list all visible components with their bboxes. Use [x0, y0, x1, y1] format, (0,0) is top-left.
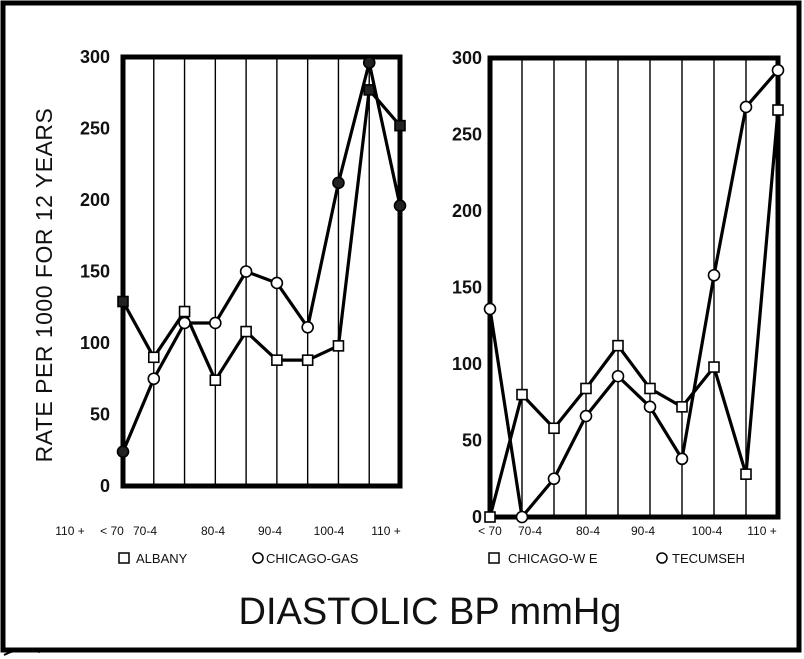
data-point-circle	[147, 372, 161, 386]
data-point-circle	[270, 276, 284, 290]
data-point-square	[178, 305, 191, 318]
data-point-square	[516, 388, 528, 401]
x-tick-label: < 70	[100, 524, 124, 538]
plot-frame	[487, 55, 781, 520]
data-point-circle	[332, 176, 345, 190]
data-point-square	[612, 339, 624, 352]
series-line	[488, 69, 780, 519]
data-point-square	[301, 354, 314, 366]
x-tick-label: 70-4	[518, 524, 542, 538]
data-point-circle	[239, 265, 253, 278]
data-point-circle	[771, 63, 785, 77]
x-tick-label: 100-4	[314, 524, 345, 538]
y-tick-label: 0	[100, 476, 110, 496]
data-point-square	[772, 104, 784, 116]
data-point-square	[548, 422, 560, 435]
y-axis-title: RATE PER 1000 FOR 12 YEARS	[31, 108, 57, 463]
right-legend: CHICAGO-W E TECUMSEH	[488, 551, 745, 566]
legend-label-tecumseh: TECUMSEH	[672, 551, 745, 566]
data-point-square	[676, 401, 688, 413]
legend-label-chicago-we: CHICAGO-W E	[508, 551, 598, 566]
data-point-circle	[209, 316, 222, 330]
data-point-square	[147, 351, 160, 364]
data-point-square	[484, 511, 496, 523]
legend-label-chicago-gas: CHICAGO-GAS	[266, 551, 359, 566]
x-tick-label: 110 +	[371, 524, 400, 538]
x-tick-label: 100-4	[692, 524, 723, 538]
y-tick-label: 250	[452, 125, 482, 145]
right-panel: 0 50 100 150 200 250 300 < 70 70-4 80-4 90-4 100-4 1…	[452, 48, 785, 538]
x-tick-label: 70-4	[133, 524, 157, 538]
y-tick-label: 150	[452, 278, 482, 298]
data-point-circle	[675, 452, 689, 466]
data-point-circle	[178, 316, 191, 330]
left-legend: ALBANY CHICAGO-GAS	[118, 551, 359, 566]
data-point-square	[580, 382, 592, 395]
y-tick-label: 100	[80, 333, 110, 353]
corner-mark	[3, 648, 41, 656]
legend-circle-marker	[656, 552, 668, 564]
data-point-circle	[483, 302, 497, 316]
y-tick-label: 200	[452, 201, 482, 221]
y-tick-label: 250	[80, 119, 110, 139]
data-point-square	[271, 354, 283, 366]
data-point-circle	[116, 445, 130, 458]
legend-label-albany: ALBANY	[136, 551, 188, 566]
data-point-square	[708, 361, 720, 373]
legend-square-marker	[118, 552, 130, 564]
data-point-circle	[611, 369, 625, 383]
y-tick-label: 300	[80, 47, 110, 67]
plot-frame	[120, 54, 403, 489]
y-tick-label: 0	[472, 507, 482, 527]
x-tick-label: 110 +	[747, 524, 776, 538]
y-tick-label: 300	[452, 48, 482, 68]
y-tick-label: 50	[90, 405, 110, 425]
data-point-circle	[515, 510, 529, 524]
x-tick-label: 80-4	[201, 524, 225, 538]
data-point-circle	[579, 409, 593, 423]
x-axis-title: DIASTOLIC BP mmHg	[239, 591, 622, 633]
x-tick-label: 90-4	[631, 524, 655, 538]
y-tick-label: 200	[80, 190, 110, 210]
x-tick-label: 90-4	[258, 524, 282, 538]
legend-circle-marker	[252, 552, 264, 564]
x-tick-label: < 70	[478, 524, 502, 538]
x-tick-label: 110 +	[55, 524, 84, 538]
left-panel: 0 50 100 150 200 250 300 110 + < 70 70-4 80-4 90-4 1…	[55, 47, 407, 538]
data-point-circle	[643, 400, 657, 414]
data-point-circle	[547, 472, 561, 486]
data-point-circle	[393, 199, 407, 213]
y-tick-label: 150	[80, 262, 110, 282]
data-point-circle	[707, 268, 721, 282]
data-point-square	[332, 340, 345, 352]
y-tick-label: 50	[462, 431, 482, 451]
data-point-square	[117, 295, 129, 308]
data-point-circle	[739, 100, 753, 114]
data-point-square	[740, 468, 752, 480]
data-point-circle	[362, 56, 376, 70]
data-point-circle	[301, 320, 314, 334]
data-point-square	[240, 325, 252, 338]
series-line	[121, 88, 402, 382]
x-tick-label: 80-4	[576, 524, 600, 538]
y-tick-label: 100	[452, 354, 482, 374]
data-point-square	[394, 119, 406, 132]
legend-square-marker	[488, 552, 500, 564]
data-point-square	[644, 382, 656, 395]
series-line	[488, 109, 780, 518]
series-line	[121, 61, 402, 453]
data-point-square	[209, 374, 222, 386]
